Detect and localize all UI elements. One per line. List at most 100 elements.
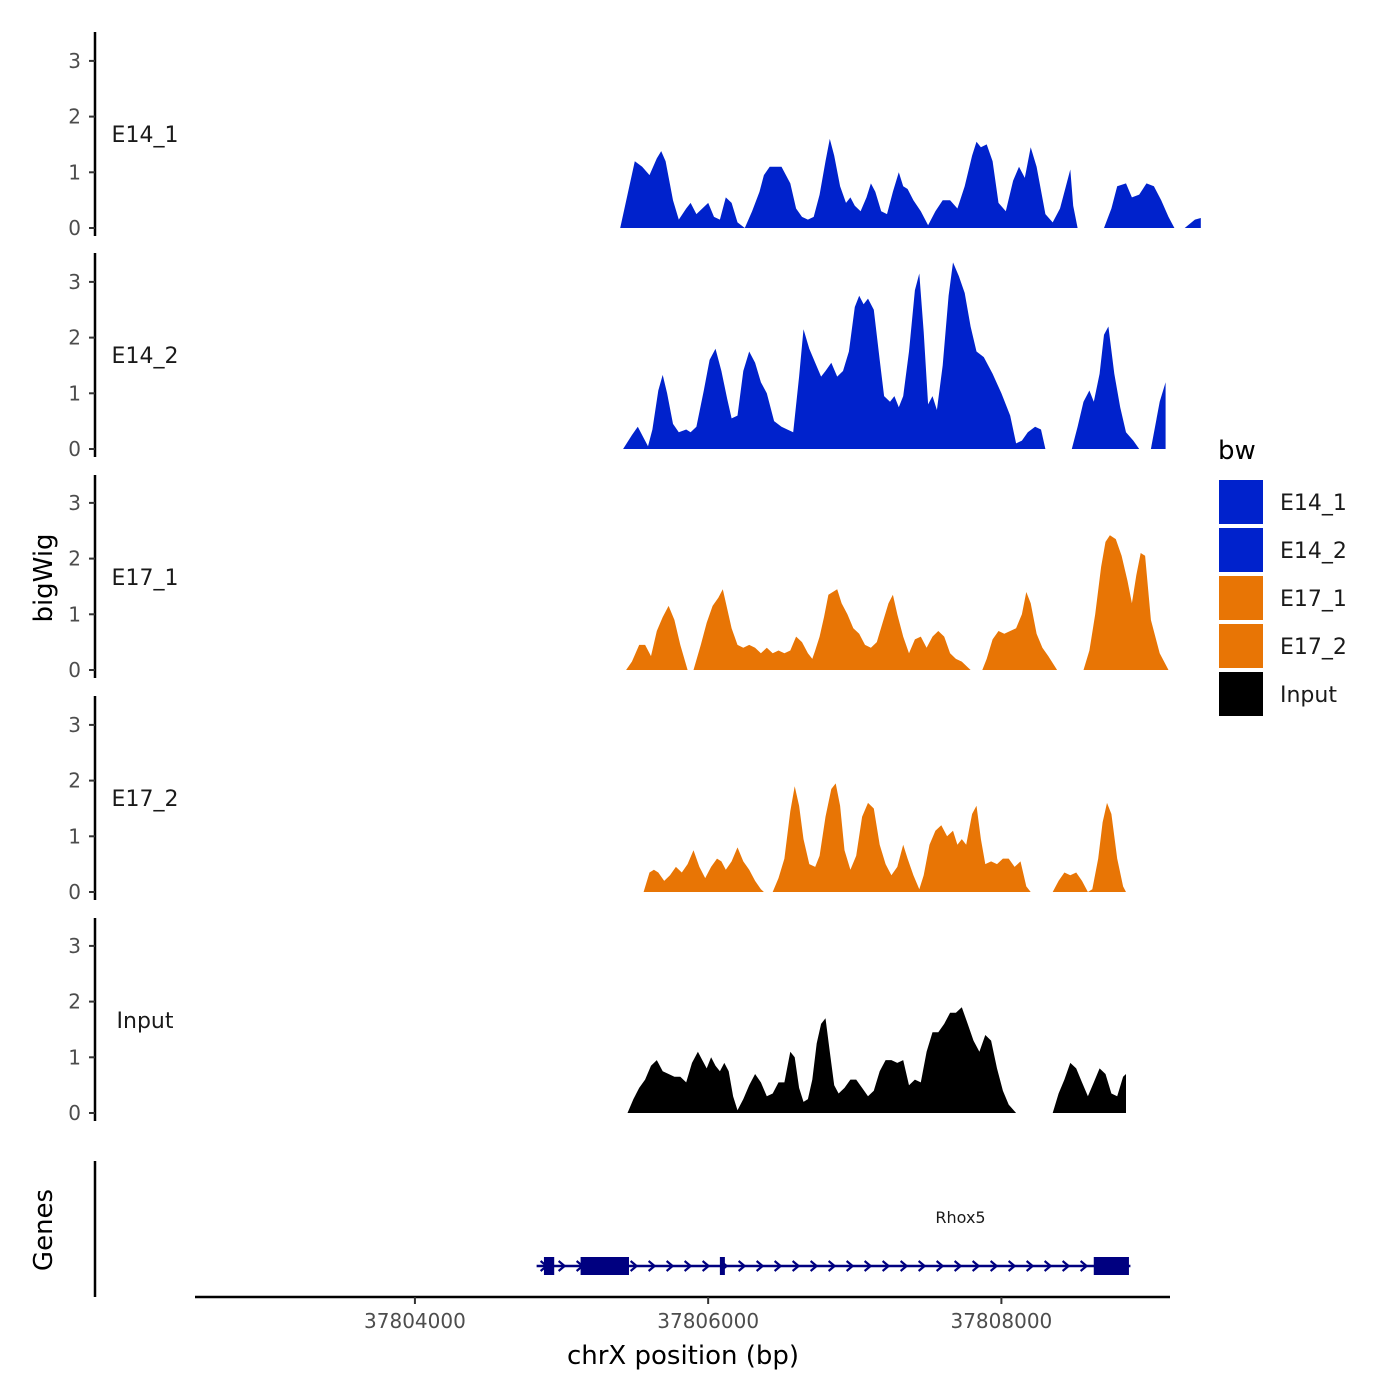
strand-arrow [1043, 1260, 1053, 1272]
strand-arrow [1079, 1260, 1089, 1272]
strand-arrow [827, 1260, 837, 1272]
strand-arrow [917, 1260, 927, 1272]
strand-arrow [953, 1260, 963, 1272]
legend-title: bw [1218, 436, 1256, 466]
y-tick-label: 0 [68, 658, 81, 682]
x-axis-title: chrX position (bp) [567, 1341, 799, 1371]
legend-label: E14_1 [1280, 491, 1347, 516]
coverage-area [620, 138, 1078, 228]
coverage-area [1071, 326, 1140, 449]
track-E14_1: 0 1 2 3 E14_1 [68, 32, 1201, 240]
strand-arrow [773, 1260, 783, 1272]
y-tick-label: 2 [68, 326, 81, 350]
legend-swatch [1219, 576, 1263, 620]
strand-arrow [1025, 1260, 1035, 1272]
strand-arrow [971, 1260, 981, 1272]
strand-arrow [1061, 1260, 1071, 1272]
y-tick-label: 3 [68, 270, 81, 294]
x-tick-label: 37806000 [657, 1309, 759, 1333]
legend-swatch [1219, 672, 1263, 716]
strand-arrow [809, 1260, 819, 1272]
strand-arrow [881, 1260, 891, 1272]
y-tick-label: 3 [68, 49, 81, 73]
y-tick-label: 0 [68, 880, 81, 904]
strand-arrow [737, 1260, 747, 1272]
coverage-area [1184, 218, 1201, 228]
legend-label: Input [1280, 683, 1337, 708]
legend-item: E17_1 [1219, 576, 1347, 620]
legend-item: E17_2 [1219, 624, 1347, 668]
track-label: E17_1 [112, 566, 179, 591]
legend-swatch [1219, 624, 1263, 668]
coverage-area [982, 592, 1058, 670]
y-tick-label: 0 [68, 216, 81, 240]
legend-label: E17_1 [1280, 587, 1347, 612]
coverage-area [1104, 183, 1175, 228]
strand-arrow [1007, 1260, 1017, 1272]
gene-exon [543, 1257, 555, 1275]
coverage-area [626, 605, 688, 670]
legend-swatch [1219, 528, 1263, 572]
coverage-area [1052, 802, 1126, 892]
x-tick-label: 37808000 [950, 1309, 1052, 1333]
strand-arrow [899, 1260, 909, 1272]
coverage-area [693, 589, 971, 670]
strand-arrow [701, 1260, 711, 1272]
track-E14_2: 0 1 2 3 E14_2 [68, 253, 1166, 461]
genes-track: Rhox5 [93, 1161, 1131, 1297]
legend-label: E14_2 [1280, 539, 1347, 564]
strand-arrow [935, 1260, 945, 1272]
track-Input: 0 1 2 3 Input [68, 918, 1126, 1125]
legend-item: Input [1219, 672, 1337, 716]
legend-label: E17_2 [1280, 635, 1347, 660]
strand-arrow [557, 1260, 567, 1272]
gene-exon [1093, 1257, 1129, 1275]
legend-item: E14_2 [1219, 528, 1347, 572]
gene-exon [719, 1257, 725, 1275]
y-tick-label: 3 [68, 934, 81, 958]
y-tick-label: 2 [68, 105, 81, 129]
coverage-area [627, 1007, 1017, 1113]
y-tick-label: 1 [68, 1045, 81, 1069]
genes-axis-title: Genes [29, 1189, 59, 1271]
y-tick-label: 2 [68, 990, 81, 1014]
coverage-area [623, 262, 1046, 449]
strand-arrow [989, 1260, 999, 1272]
strand-arrow [665, 1260, 675, 1272]
coverage-area [1083, 535, 1169, 670]
coverage-area [643, 847, 764, 892]
track-label: Input [117, 1009, 174, 1034]
y-tick-label: 1 [68, 602, 81, 626]
x-tick-label: 37804000 [364, 1309, 466, 1333]
strand-arrow [863, 1260, 873, 1272]
strand-arrow [791, 1260, 801, 1272]
strand-arrow [683, 1260, 693, 1272]
track-E17_1: 0 1 2 3 E17_1 [68, 475, 1169, 682]
y-tick-label: 3 [68, 713, 81, 737]
y-tick-label: 2 [68, 769, 81, 793]
y-tick-label: 1 [68, 160, 81, 184]
legend-item: E14_1 [1219, 480, 1347, 524]
strand-arrow [845, 1260, 855, 1272]
y-tick-label: 1 [68, 381, 81, 405]
coverage-area [772, 783, 1031, 892]
gene-exon [580, 1257, 629, 1275]
y-tick-label: 3 [68, 491, 81, 515]
strand-arrow [647, 1260, 657, 1272]
coverage-area [1150, 382, 1166, 449]
coverage-tracks: 0 1 2 3 E14_1 0 1 2 3 E14_2 0 1 2 3 E17_1 0 1 2 3 E17_2 0 1 2 3… [68, 32, 1201, 1125]
strand-arrow [755, 1260, 765, 1272]
x-axis: 37804000 37806000 37808000 [195, 1295, 1170, 1333]
y-axis-title: bigWig [29, 533, 59, 622]
y-tick-label: 0 [68, 1101, 81, 1125]
y-tick-label: 2 [68, 547, 81, 571]
legend: bw E14_1 E14_2 E17_1 E17_2 Input [1218, 436, 1347, 716]
coverage-area [1052, 1062, 1126, 1113]
strand-arrow [629, 1260, 639, 1272]
track-E17_2: 0 1 2 3 E17_2 [68, 696, 1126, 904]
y-tick-label: 1 [68, 824, 81, 848]
track-label: E17_2 [112, 787, 179, 812]
y-tick-label: 0 [68, 437, 81, 461]
track-label: E14_2 [112, 344, 179, 369]
